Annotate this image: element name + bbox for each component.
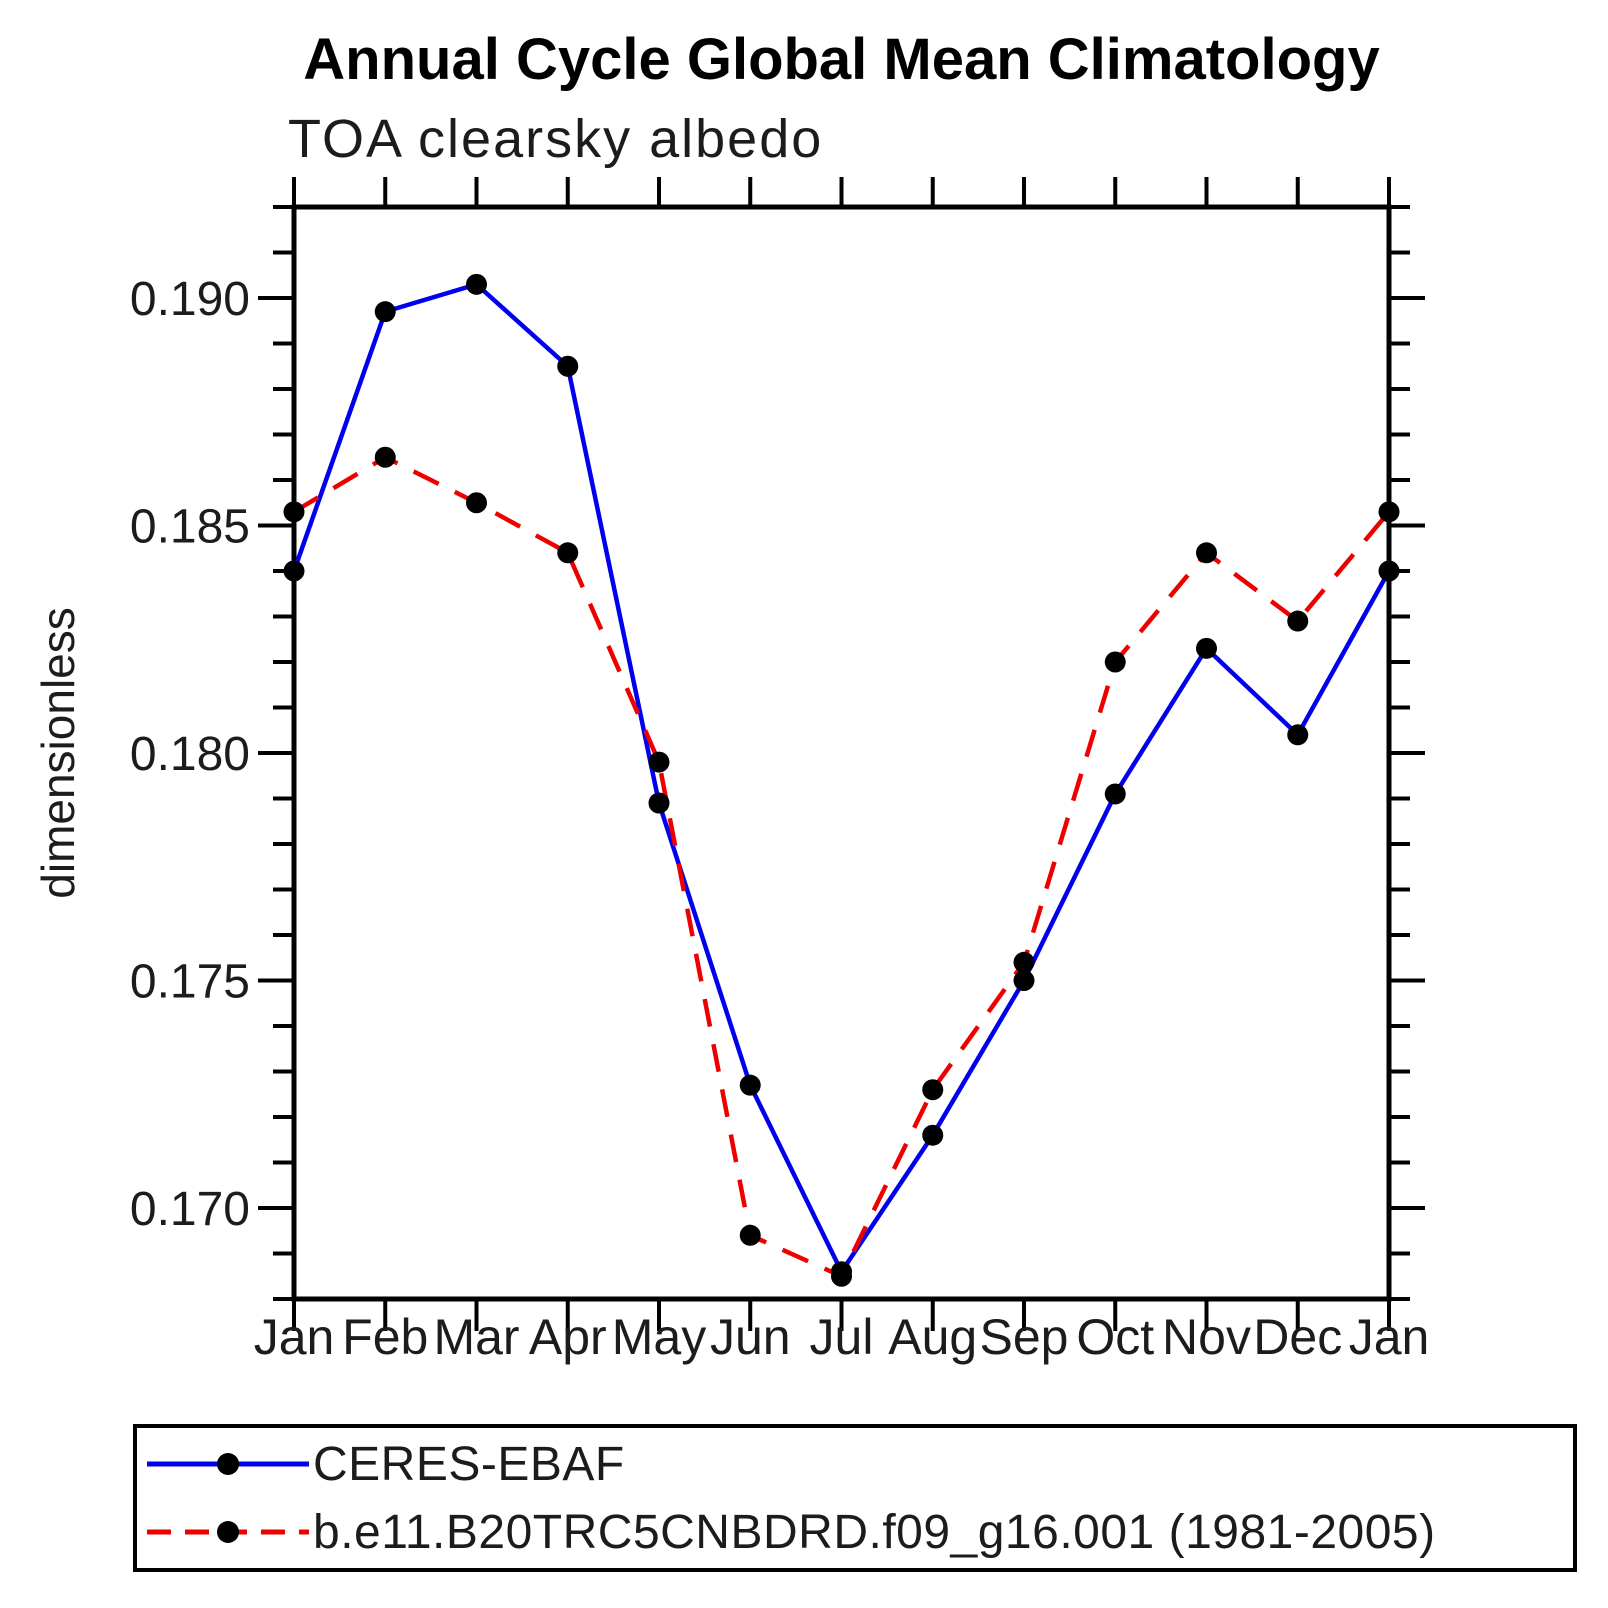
x-tick-label: Oct [1076, 1309, 1154, 1365]
x-tick-label: Jan [254, 1309, 335, 1365]
y-tick-label: 0.170 [130, 1183, 250, 1236]
y-tick-label: 0.190 [130, 273, 250, 326]
y-axis-title: dimensionless [32, 607, 84, 898]
x-tick-label: Apr [529, 1309, 607, 1365]
axis-labels-layer: Jan Feb Mar Apr May Jun Jul Aug Sep Oct Nov Dec Jan0… [32, 273, 1429, 1365]
data-point-0-Mar [466, 273, 487, 295]
x-tick-label: Dec [1253, 1309, 1342, 1365]
x-tick-label: Jul [810, 1309, 874, 1365]
legend-row-1: b.e11.B20TRC5CNBDRD.f09_g16.001 (1981-20… [137, 1500, 1573, 1564]
x-tick-label: Mar [433, 1309, 519, 1365]
x-tick-label: Jun [710, 1309, 791, 1365]
data-point-1-Feb [374, 446, 396, 468]
legend-marker-dot-1 [217, 1521, 239, 1543]
series-lines-layer [291, 281, 1391, 1280]
data-point-1-May [648, 751, 670, 773]
data-point-1-Dec [1287, 610, 1309, 632]
legend-sample-ceres-ebaf [147, 1453, 309, 1475]
legend-label-model: b.e11.B20TRC5CNBDRD.f09_g16.001 (1981-20… [313, 1505, 1436, 1559]
x-tick-label: Sep [980, 1309, 1069, 1365]
legend-marker-dot-0 [217, 1453, 239, 1475]
y-tick-label: 0.185 [130, 501, 250, 554]
data-point-0-Jun [739, 1074, 761, 1096]
plot-frame-layer [291, 204, 1392, 1302]
chart-subtitle: TOA clearsky albedo [288, 109, 824, 169]
legend-row-0: CERES-EBAF [137, 1432, 1573, 1496]
x-tick-label: Feb [342, 1309, 428, 1365]
chart-title: Annual Cycle Global Mean Climatology [303, 27, 1380, 92]
x-tick-label: Jan [1349, 1309, 1430, 1365]
series-line-0 [291, 281, 1391, 1277]
data-point-0-Jan [1378, 560, 1400, 582]
data-point-1-Jun [739, 1224, 761, 1246]
y-tick-label: 0.180 [130, 728, 250, 781]
data-point-1-Aug [922, 1079, 944, 1101]
x-tick-label: Nov [1162, 1309, 1251, 1365]
data-point-0-Oct [1104, 783, 1126, 805]
data-point-1-Sep [1013, 951, 1035, 973]
x-tick-label: May [612, 1309, 706, 1365]
data-point-1-Nov [1196, 542, 1217, 564]
plot-frame [291, 204, 1392, 1302]
legend: CERES-EBAF b.e11.B20TRC5CNBDRD.f09_g16.0… [133, 1424, 1577, 1572]
data-point-1-Jan [1378, 501, 1400, 523]
data-point-0-Jan [283, 560, 305, 582]
x-tick-label: Aug [888, 1309, 977, 1365]
data-point-0-Apr [557, 355, 579, 377]
data-point-0-Nov [1196, 637, 1217, 659]
data-point-1-Mar [466, 492, 487, 514]
data-point-1-Oct [1104, 651, 1126, 673]
data-point-0-Aug [922, 1124, 944, 1146]
data-point-1-Jul [831, 1265, 852, 1287]
series-line-1 [292, 454, 1391, 1280]
data-point-0-Dec [1287, 724, 1309, 746]
data-point-0-Feb [374, 301, 396, 323]
legend-label-ceres-ebaf: CERES-EBAF [313, 1437, 625, 1491]
data-point-0-Sep [1013, 970, 1035, 991]
data-point-1-Apr [557, 542, 579, 564]
data-point-0-May [648, 792, 670, 814]
data-point-1-Jan [283, 501, 305, 523]
axis-ticks-layer [258, 177, 1425, 1331]
legend-sample-model [147, 1521, 309, 1543]
data-markers-layer [283, 273, 1400, 1287]
y-tick-label: 0.175 [130, 956, 250, 1009]
